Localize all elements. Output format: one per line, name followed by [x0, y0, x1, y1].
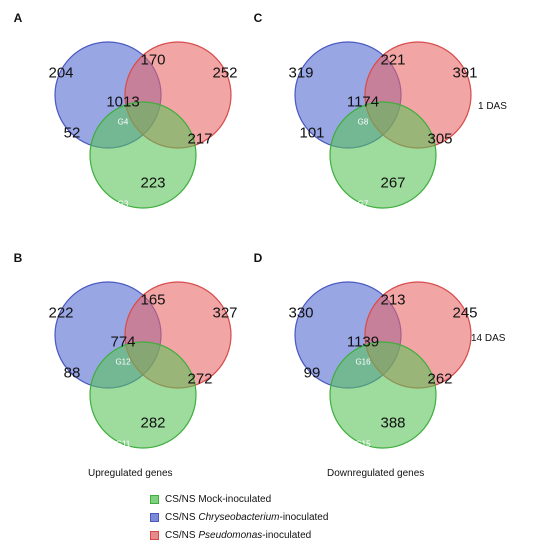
caption-downregulated: Downregulated genes	[327, 468, 425, 479]
venn-circle-mock	[329, 101, 437, 209]
group-label-chryseobacterium: G5	[307, 34, 318, 43]
count-mock-only: 282	[140, 415, 165, 432]
venn-circle-mock	[329, 341, 437, 449]
count-chryseobacterium-mock: 88	[64, 365, 81, 382]
count-chryseobacterium-only: 330	[288, 305, 313, 322]
venn-circle-mock	[89, 341, 197, 449]
group-label-pseudomonas: G2	[175, 34, 186, 43]
group-label-chryseobacterium: G13	[304, 274, 320, 283]
legend-label-chryseobacterium: CS/NS Chryseobacterium-inoculated	[165, 511, 329, 523]
count-pseudomonas-only: 252	[212, 65, 237, 82]
group-label-center: G8	[358, 118, 369, 127]
count-mock-only: 267	[380, 175, 405, 192]
count-pseudomonas-only: 245	[452, 305, 477, 322]
group-label-pseudomonas: G10	[172, 274, 188, 283]
count-mock-only: 388	[380, 415, 405, 432]
legend-item-pseudomonas: CS/NS Pseudomonas-inoculated	[150, 527, 311, 543]
group-label-chryseobacterium: G1	[67, 34, 78, 43]
count-chryseobacterium-mock: 99	[304, 365, 321, 382]
count-pseudomonas-only: 327	[212, 305, 237, 322]
caption-upregulated: Upregulated genes	[88, 468, 173, 479]
count-all-three: 774	[110, 334, 135, 351]
row-label-14-das: 14 DAS	[471, 333, 506, 344]
count-chryseobacterium-pseudomonas: 213	[380, 292, 405, 309]
count-chryseobacterium-pseudomonas: 165	[140, 292, 165, 309]
panel-letter: D	[254, 251, 263, 265]
legend-item-chryseobacterium: CS/NS Chryseobacterium-inoculated	[150, 509, 328, 525]
group-label-pseudomonas: G14	[412, 274, 428, 283]
count-pseudomonas-only: 391	[452, 65, 477, 82]
legend-swatch-green	[150, 494, 159, 504]
panel-letter: B	[14, 251, 23, 265]
legend-item-mock: CS/NS Mock-inoculated	[150, 491, 271, 507]
count-mock-only: 223	[140, 175, 165, 192]
count-chryseobacterium-only: 204	[48, 65, 73, 82]
count-chryseobacterium-only: 319	[288, 65, 313, 82]
count-pseudomonas-mock: 272	[187, 371, 212, 388]
panel-letter: C	[254, 11, 263, 25]
legend-swatch-blue	[150, 512, 159, 522]
group-label-pseudomonas: G6	[415, 34, 426, 43]
count-chryseobacterium-pseudomonas: 170	[140, 52, 165, 69]
count-chryseobacterium-pseudomonas: 221	[380, 52, 405, 69]
count-chryseobacterium-only: 222	[48, 305, 73, 322]
count-chryseobacterium-mock: 52	[64, 125, 81, 142]
legend-swatch-red	[150, 530, 159, 540]
legend-label-pseudomonas: CS/NS Pseudomonas-inoculated	[165, 529, 312, 541]
count-all-three: 1013	[106, 94, 139, 111]
group-label-mock: G7	[358, 200, 369, 209]
count-all-three: 1174	[347, 94, 379, 111]
group-label-mock: G11	[116, 440, 131, 449]
group-label-chryseobacterium: G9	[67, 274, 78, 283]
count-pseudomonas-mock: 262	[427, 371, 452, 388]
count-chryseobacterium-mock: 101	[299, 125, 324, 142]
row-label-1-das: 1 DAS	[478, 101, 507, 112]
group-label-mock: G3	[118, 200, 129, 209]
group-label-center: G4	[118, 118, 129, 127]
venn-circle-mock	[89, 101, 197, 209]
group-label-mock: G15	[355, 440, 371, 449]
legend-label-mock: CS/NS Mock-inoculated	[165, 493, 272, 505]
count-pseudomonas-mock: 217	[187, 131, 212, 148]
group-label-center: G12	[115, 358, 131, 367]
count-pseudomonas-mock: 305	[427, 131, 452, 148]
group-label-center: G16	[355, 358, 371, 367]
count-all-three: 1139	[347, 334, 379, 351]
panel-letter: A	[14, 11, 23, 25]
